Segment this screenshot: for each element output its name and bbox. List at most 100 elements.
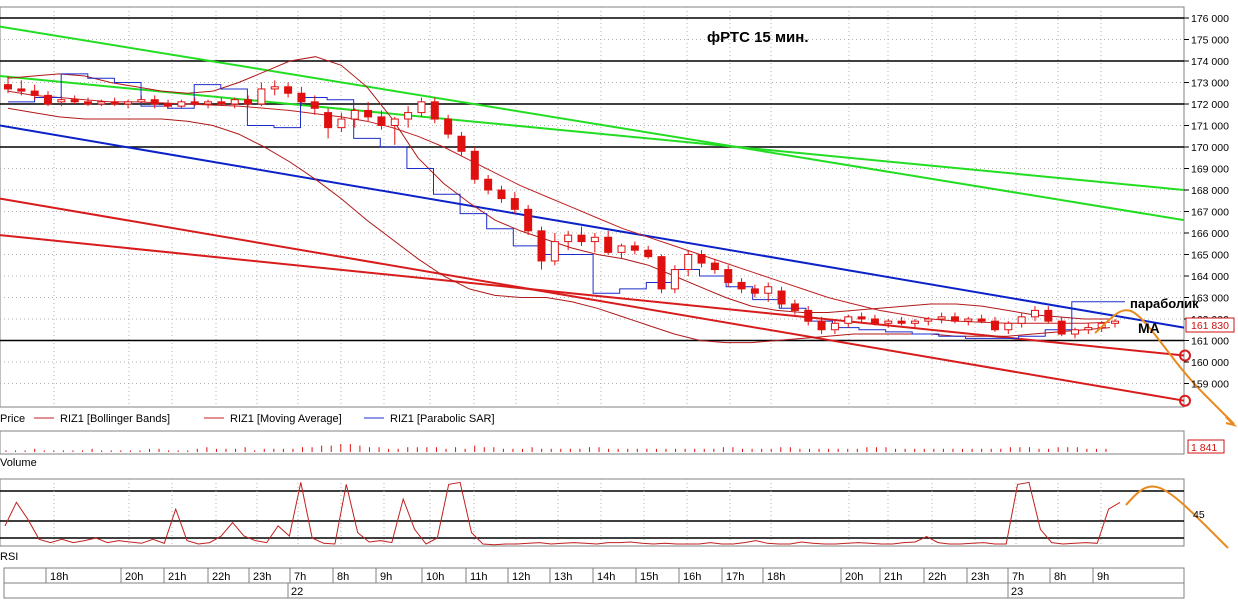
candle — [644, 245, 653, 259]
candle — [110, 97, 119, 107]
candle — [350, 108, 359, 128]
candle-body — [150, 99, 159, 105]
price-axis-label: 173 000 — [1191, 78, 1229, 90]
candle — [1017, 312, 1026, 328]
candle — [1057, 316, 1066, 337]
time-axis-label: 20h — [845, 571, 863, 583]
candle-body — [444, 118, 453, 135]
candle — [524, 205, 533, 236]
candle-body — [457, 135, 466, 152]
candle-body — [590, 236, 599, 243]
candle — [510, 192, 519, 214]
time-axis: 18h 20h 21h 22h 23h 7h 8h 9h 10h 11h 12h 13h 14h 15h 1… — [45, 568, 1109, 583]
candle-body — [1070, 329, 1079, 335]
volume-bars — [5, 444, 1107, 452]
candle-body — [644, 249, 653, 258]
candle-body — [737, 281, 746, 290]
time-axis-label: 22h — [928, 571, 946, 583]
date-label-23: 23 — [1011, 586, 1023, 598]
candle-body — [350, 109, 359, 120]
candle-body — [84, 101, 93, 105]
candle — [17, 80, 26, 96]
rsi-forecast-curve — [1125, 485, 1229, 549]
candle — [804, 306, 813, 326]
candle — [710, 258, 719, 274]
price-axis-label: 175 000 — [1191, 35, 1229, 47]
candle-body — [164, 103, 173, 107]
volume-panel-frame[interactable] — [0, 430, 1185, 455]
candle — [1070, 327, 1079, 339]
time-axis-label: 18h — [50, 571, 68, 583]
candle-body — [830, 322, 839, 331]
candle-body — [377, 116, 386, 127]
candle — [150, 95, 159, 109]
candle-body — [777, 290, 786, 305]
price-forecast-curve — [1094, 309, 1235, 425]
bollinger-upper-band — [7, 56, 1110, 320]
candle-body — [924, 318, 933, 322]
candle — [204, 99, 213, 109]
candle — [670, 265, 679, 294]
candle — [124, 99, 133, 109]
time-axis-label: 17h — [726, 571, 744, 583]
candle-body — [70, 99, 79, 103]
candle — [990, 316, 999, 332]
candle — [57, 95, 66, 107]
candle — [657, 254, 666, 294]
candle — [470, 147, 479, 184]
candle — [870, 314, 879, 326]
candle-body — [577, 234, 586, 243]
red-trend-endpoint-lower — [1179, 394, 1191, 407]
candle — [737, 278, 746, 294]
rsi-panel-title: RSI — [0, 551, 18, 563]
time-axis-label: 22h — [212, 571, 230, 583]
candle — [244, 95, 253, 107]
candle-body — [1004, 322, 1013, 331]
candle — [777, 286, 786, 309]
candle-body — [204, 101, 213, 105]
price-axis-label: 165 000 — [1191, 250, 1229, 262]
candle — [377, 110, 386, 130]
candle-body — [564, 234, 573, 243]
rsi-panel-frame[interactable] — [0, 478, 1185, 547]
candle-body — [764, 286, 773, 294]
time-axis-label: 21h — [884, 571, 902, 583]
candle-body — [190, 101, 199, 105]
candle — [1030, 306, 1039, 322]
price-axis-label: 168 000 — [1191, 185, 1229, 197]
blue-trend-line — [0, 124, 1185, 329]
candle — [4, 76, 12, 94]
candle-body — [4, 84, 12, 90]
candle-body — [310, 101, 319, 109]
candle — [577, 226, 586, 246]
candle-body — [1084, 327, 1093, 331]
price-axis-label: 174 000 — [1191, 56, 1229, 68]
candle — [550, 233, 559, 266]
candle-body — [524, 208, 533, 232]
candle — [44, 91, 53, 107]
candle-body — [604, 236, 613, 253]
candle-body — [817, 320, 826, 331]
current-price-label: 161 830 — [1191, 320, 1229, 332]
candle — [857, 312, 866, 324]
candle — [310, 95, 319, 115]
candle — [164, 99, 173, 109]
candle-body — [990, 320, 999, 331]
candle — [724, 265, 733, 287]
candle — [284, 82, 293, 98]
candle-body — [430, 101, 439, 120]
candle-body — [1111, 320, 1119, 324]
candle — [750, 284, 759, 298]
candle-body — [897, 320, 906, 324]
candle-body — [964, 318, 973, 322]
legend-ma: RIZ1 [Moving Average] — [230, 413, 342, 425]
candle-body — [30, 90, 39, 96]
price-axis-label: 159 000 — [1191, 379, 1229, 391]
candle-body — [337, 118, 346, 129]
candle-body — [390, 118, 399, 127]
candle — [977, 314, 986, 324]
candle-body — [550, 241, 559, 262]
candle — [70, 95, 79, 104]
legend-bollinger: RIZ1 [Bollinger Bands] — [60, 413, 170, 425]
